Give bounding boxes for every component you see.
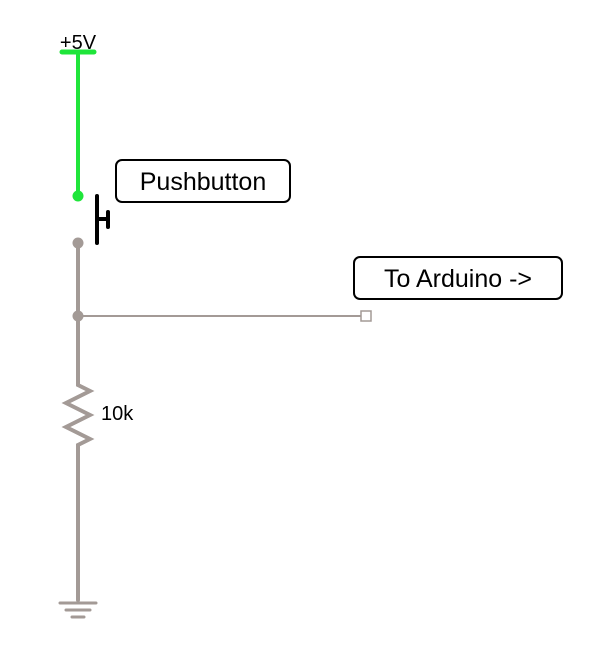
pushbutton-label: Pushbutton bbox=[140, 168, 267, 196]
pushbutton-symbol bbox=[95, 194, 110, 245]
pushbutton-top-terminal bbox=[72, 190, 84, 202]
output-connector bbox=[360, 310, 372, 322]
supply-label: +5V bbox=[60, 32, 97, 54]
resistor-symbol bbox=[61, 363, 95, 462]
resistor-label: 10k bbox=[101, 403, 134, 425]
pushbutton-label-box bbox=[115, 159, 291, 203]
output-label-box bbox=[353, 256, 563, 300]
ground-symbol bbox=[58, 601, 98, 619]
output-label: To Arduino -> bbox=[384, 265, 532, 293]
